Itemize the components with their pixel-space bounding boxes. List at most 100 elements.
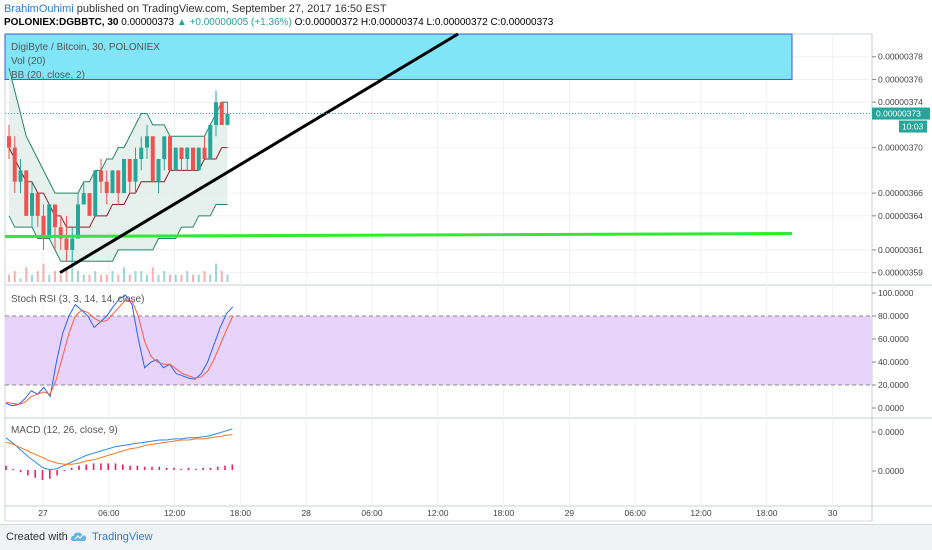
candle-body: [81, 193, 86, 205]
volume-bar: [105, 274, 108, 282]
volume-bar: [169, 274, 171, 282]
candle-body: [185, 147, 190, 159]
macd-histogram-bar: [41, 470, 44, 480]
macd-histogram-bar: [19, 470, 22, 473]
rsi-tick-label: 20.0000: [878, 380, 909, 390]
candle-body: [214, 102, 218, 125]
candle-body: [76, 204, 80, 239]
candle-body: [24, 170, 29, 216]
chart-canvas[interactable]: 0.00000378 0.00000376 0.00000374 0.00000370…: [0, 0, 932, 524]
volume-bar: [94, 271, 97, 282]
volume-bar: [174, 274, 177, 282]
created-with-text: Created with: [6, 531, 68, 543]
volume-bar: [197, 274, 200, 282]
macd-histogram-bar: [56, 470, 58, 476]
time-tick-label: 12:00: [690, 508, 712, 518]
macd-histogram-bar: [92, 463, 95, 470]
candle-body: [18, 170, 23, 182]
stoch-d-line: [5, 299, 234, 406]
candle-body: [122, 159, 126, 194]
volume-bar: [65, 267, 68, 282]
support-line: [4, 232, 793, 239]
bb-upper-line: [8, 67, 228, 194]
published-text: published on TradingView.com, September …: [76, 3, 387, 15]
chart-grid: [4, 33, 932, 522]
candle-body: [133, 159, 138, 182]
stoch-rsi-pane[interactable]: [5, 294, 872, 407]
rsi-tick-label: 40.0000: [878, 357, 909, 367]
macd-histogram-bar: [78, 465, 80, 470]
candle-body: [104, 181, 109, 194]
volume-bar: [146, 274, 148, 282]
volume-bar: [123, 267, 125, 282]
candle-body: [168, 136, 172, 171]
price-pane[interactable]: [4, 32, 872, 282]
candle-body: [99, 170, 103, 182]
macd-signal-line: [5, 434, 233, 465]
candle-body: [87, 193, 92, 216]
macd-histogram-bar: [136, 465, 139, 470]
volume-bar: [54, 271, 56, 282]
time-tick-label: 18:00: [493, 508, 515, 518]
candle-body: [70, 238, 75, 250]
price-tick-label: 0.00000374: [878, 97, 923, 107]
author-link[interactable]: BrahimOuhimi: [4, 3, 74, 15]
volume-bar: [163, 271, 166, 282]
volume-bar: [186, 271, 189, 282]
volume-bar: [48, 274, 51, 282]
candle-body: [173, 147, 178, 171]
macd-pane[interactable]: [5, 428, 234, 480]
macd-histogram-bar: [27, 470, 29, 476]
time-tick-label: 29: [565, 508, 575, 518]
countdown-tag: [899, 120, 927, 133]
candle-body: [30, 193, 34, 216]
volume-bar: [180, 274, 183, 282]
high-value: 0.00000374: [370, 17, 424, 28]
volume-bar: [220, 271, 223, 282]
time-axis[interactable]: 27 06:00 12:00 18:00 28 06:00 12:00 18:00 29 06:0…: [38, 508, 837, 518]
ohlc-line: POLONIEX:DGBBTC, 30 0.00000373 ▲ +0.0000…: [4, 17, 553, 28]
macd-histogram-bar: [151, 466, 153, 470]
vol-legend: Vol (20): [11, 56, 45, 67]
candle-body: [35, 193, 40, 216]
countdown-label: 10:03: [902, 122, 924, 132]
candle-body: [58, 227, 63, 239]
volume-bar: [71, 260, 74, 282]
macd-title: MACD (12, 26, close, 9): [11, 425, 118, 436]
rsi-tick-label: 100.0000: [878, 288, 914, 298]
price-tick-label: 0.00000361: [878, 245, 923, 255]
time-tick-label: 18:00: [756, 508, 778, 518]
time-tick-label: 28: [301, 508, 311, 518]
legends: DigiByte / Bitcoin, 30, POLONIEX Vol (20)…: [11, 42, 160, 436]
volume-bar: [140, 271, 143, 282]
macd-histogram-bar: [143, 466, 146, 470]
volume-bar: [203, 271, 206, 282]
candle-body: [64, 238, 69, 250]
volume-bar: [88, 274, 91, 282]
footer-bar: Created with TradingView: [0, 524, 932, 550]
rsi-tick-label: 0.0000: [878, 403, 904, 413]
macd-histogram-bar: [209, 467, 212, 470]
last-price-tag-label: 0.00000373: [876, 109, 921, 119]
macd-histogram-bar: [63, 470, 66, 472]
price-pane-title: DigiByte / Bitcoin, 30, POLONIEX: [11, 42, 160, 53]
volume-bar: [117, 274, 120, 282]
rsi-tick-label: 60.0000: [878, 334, 909, 344]
candle-body: [12, 147, 17, 182]
volume-bar: [77, 271, 79, 282]
macd-histogram-bar: [107, 463, 109, 470]
candle-body: [53, 204, 57, 228]
tradingview-brand-link[interactable]: TradingView: [92, 531, 153, 543]
macd-tick-label: 0.0000: [878, 466, 904, 476]
candle-body: [202, 147, 207, 159]
time-tick-label: 30: [828, 508, 838, 518]
time-tick-label: 06:00: [361, 508, 383, 518]
candle-body: [156, 159, 161, 182]
price-axis[interactable]: 0.00000378 0.00000376 0.00000374 0.00000370…: [872, 52, 930, 476]
time-tick-label: 12:00: [164, 508, 186, 518]
resistance-zone: [4, 33, 793, 80]
tradingview-cloud-icon: [71, 532, 86, 541]
volume-bar: [215, 263, 217, 282]
volume-bar: [31, 274, 33, 282]
candle-body: [196, 147, 201, 171]
